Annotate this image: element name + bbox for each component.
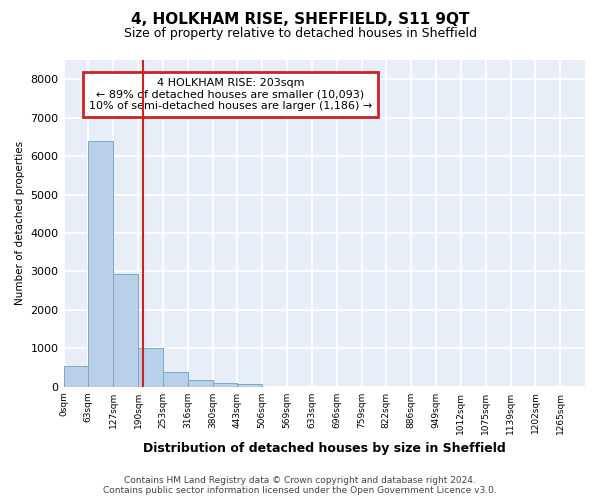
Bar [113,274,138,386]
Bar [138,348,163,387]
Text: 4 HOLKHAM RISE: 203sqm
← 89% of detached houses are smaller (10,093)
10% of semi: 4 HOLKHAM RISE: 203sqm ← 89% of detached… [89,78,372,111]
Bar [212,382,238,386]
X-axis label: Distribution of detached houses by size in Sheffield: Distribution of detached houses by size … [143,442,506,455]
Bar [188,380,212,386]
Y-axis label: Number of detached properties: Number of detached properties [15,142,25,306]
Text: Contains HM Land Registry data © Crown copyright and database right 2024.
Contai: Contains HM Land Registry data © Crown c… [103,476,497,495]
Bar [64,366,88,386]
Bar [88,142,113,386]
Text: Size of property relative to detached houses in Sheffield: Size of property relative to detached ho… [124,28,476,40]
Bar [238,384,262,386]
Text: 4, HOLKHAM RISE, SHEFFIELD, S11 9QT: 4, HOLKHAM RISE, SHEFFIELD, S11 9QT [131,12,469,28]
Bar [163,372,188,386]
